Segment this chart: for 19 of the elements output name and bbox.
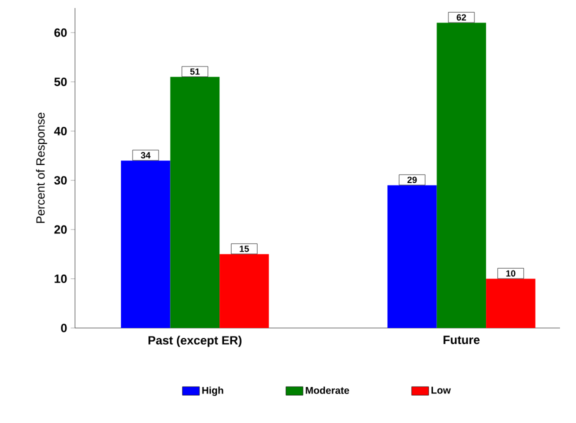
y-axis-title: Percent of Response: [36, 112, 48, 223]
data-label: 29: [407, 176, 417, 184]
x-tick-label: Past (except ER): [148, 336, 242, 347]
y-tick-label: 40: [54, 126, 67, 136]
data-label: 10: [506, 270, 516, 277]
legend-label: Low: [432, 386, 451, 394]
y-tick-label: 0: [61, 324, 67, 332]
data-label: 62: [456, 14, 466, 21]
data-label: 15: [240, 246, 249, 252]
y-tick-label: 50: [54, 78, 67, 86]
y-tick-label: 10: [54, 274, 67, 283]
y-tick-label: 30: [54, 176, 67, 185]
legend-label: Moderate: [306, 386, 350, 394]
legend-label: High: [202, 386, 224, 396]
data-label: 34: [140, 152, 151, 158]
y-tick-label: 60: [54, 28, 67, 37]
x-tick-label: Future: [444, 336, 480, 344]
data-label: 51: [190, 68, 200, 75]
y-tick-label: 20: [54, 225, 67, 234]
